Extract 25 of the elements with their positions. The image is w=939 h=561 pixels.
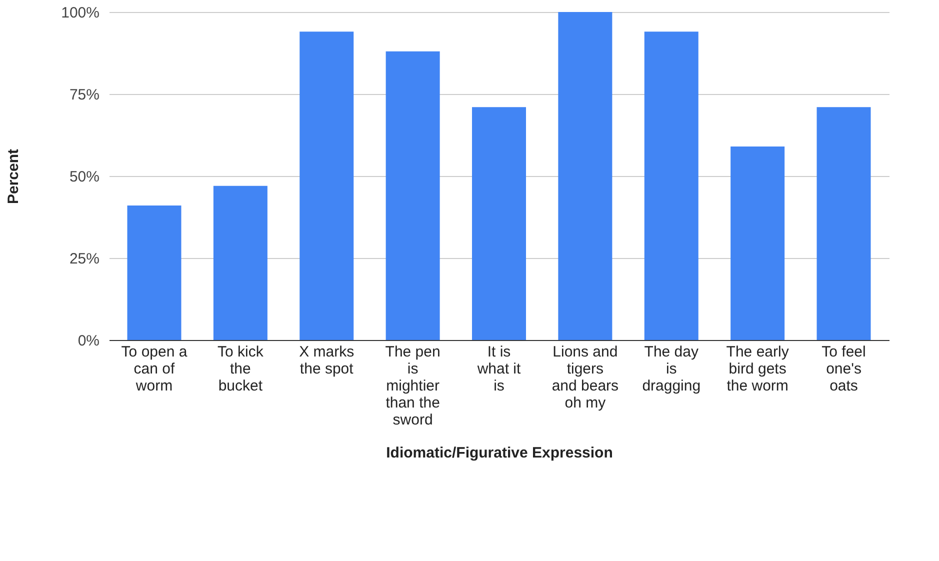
y-tick-label: 100%: [61, 4, 100, 22]
y-axis-title: Percent: [5, 148, 22, 204]
x-tick-label: It is what it is: [476, 344, 522, 394]
x-tick-label: Lions and tigers and bears oh my: [552, 344, 619, 412]
x-tick-label: The early bird gets the worm: [726, 344, 790, 394]
y-tick-label: 50%: [69, 168, 100, 186]
bar: [644, 32, 698, 340]
y-tick-label: 0%: [78, 332, 100, 350]
bar: [558, 12, 612, 340]
x-tick-label: The pen is mightier than the sword: [385, 344, 440, 428]
x-tick-label: X marks the spot: [299, 344, 354, 378]
bar: [472, 107, 526, 340]
y-tick-label: 25%: [69, 250, 100, 268]
bar: [386, 51, 440, 340]
x-tick-label: To open a can of worm: [121, 344, 188, 394]
y-tick-label: 75%: [69, 86, 100, 104]
x-tick-label: To feel one's oats: [822, 344, 866, 394]
bar: [816, 107, 871, 340]
bar: [300, 32, 354, 340]
bar: [127, 206, 182, 340]
x-axis-title: Idiomatic/Figurative Expression: [386, 444, 613, 462]
x-tick-label: To kick the bucket: [218, 344, 264, 394]
bar: [730, 146, 785, 340]
bar: [213, 186, 268, 340]
x-tick-label: The day is dragging: [642, 344, 701, 394]
